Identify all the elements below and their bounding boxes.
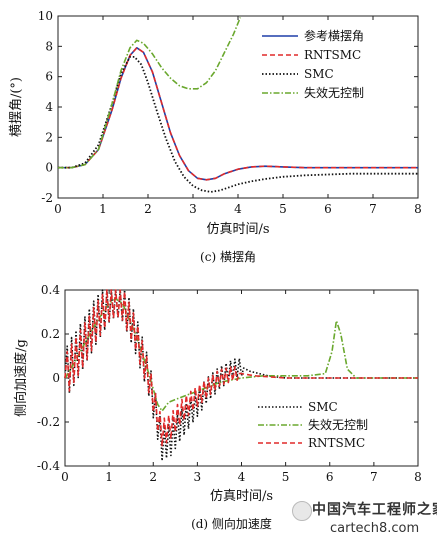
series-line-0 (58, 47, 418, 181)
y-tick-label: 0 (52, 371, 60, 385)
x-tick-label: 1 (105, 470, 113, 484)
watermark-line2: cartech8.com (330, 521, 420, 536)
legend-label: 失效无控制 (304, 85, 364, 100)
y-tick-label: -0.2 (37, 415, 60, 429)
x-tick-label: 8 (414, 202, 422, 216)
y-tick-label: 0.4 (41, 283, 60, 297)
watermark: 中国汽车工程师之家 cartech8.com (290, 497, 437, 545)
chart-caption: (d) 侧向加速度 (191, 516, 272, 531)
y-tick-label: -2 (41, 191, 53, 205)
series-line-2 (58, 56, 418, 193)
y-tick-label: -0.4 (37, 459, 61, 473)
y-tick-label: 10 (38, 9, 53, 23)
y-axis-label: 侧向加速度/g (13, 339, 29, 417)
x-axis-label: 仿真时间/s (210, 489, 273, 504)
x-tick-label: 7 (370, 470, 378, 484)
x-tick-label: 0 (61, 470, 69, 484)
y-tick-label: 4 (45, 100, 53, 114)
legend-label: RNTSMC (308, 436, 365, 450)
plot-frame (57, 15, 419, 199)
watermark-logo-icon (292, 501, 312, 521)
series-line-2 (64, 289, 418, 448)
x-tick-label: 6 (326, 470, 334, 484)
chart-caption: (c) 横摆角 (200, 250, 256, 264)
x-tick-label: 0 (54, 202, 62, 216)
x-tick-label: 4 (234, 202, 242, 216)
legend-label: RNTSMC (304, 48, 361, 62)
y-tick-label: 2 (45, 130, 53, 144)
x-tick-label: 1 (99, 202, 107, 216)
y-axis-label: 横摆角/(°) (9, 77, 24, 137)
x-tick-label: 3 (189, 202, 197, 216)
series-line-3 (58, 17, 242, 169)
legend-label: 失效无控制 (308, 417, 368, 432)
legend-label: SMC (308, 400, 338, 414)
y-tick-label: 0 (45, 161, 53, 175)
y-tick-label: 0.2 (41, 327, 60, 341)
legend-label: 参考横摆角 (304, 28, 364, 43)
x-tick-label: 2 (149, 470, 157, 484)
x-tick-label: 2 (144, 202, 152, 216)
series-line-1 (58, 47, 418, 181)
yaw-angle-chart: 0 1 2 3 4 5 6 7 8-20246810参考横摆角RNTSMCSMC失效无控制仿真时… (9, 9, 422, 264)
x-tick-label: 5 (279, 202, 287, 216)
x-tick-label: 3 (194, 470, 202, 484)
watermark-line1: 中国汽车工程师之家 (312, 502, 437, 518)
lateral-acceleration-chart: 0 1 2 3 4 5 6 7 8 -0.4 -0.2 0 0.2 0.4 SMC 失效无控制 RNTSMC 仿真… (13, 283, 422, 531)
y-tick-label: 8 (45, 39, 53, 53)
x-tick-label: 4 (238, 470, 246, 484)
x-axis-label: 仿真时间/s (206, 222, 269, 237)
x-tick-label: 5 (282, 470, 290, 484)
x-tick-label: 8 (414, 470, 422, 484)
legend-label: SMC (304, 67, 334, 81)
y-tick-label: 6 (45, 70, 53, 84)
x-tick-label: 7 (369, 202, 377, 216)
x-tick-label: 6 (324, 202, 332, 216)
series-line-1 (64, 298, 418, 412)
